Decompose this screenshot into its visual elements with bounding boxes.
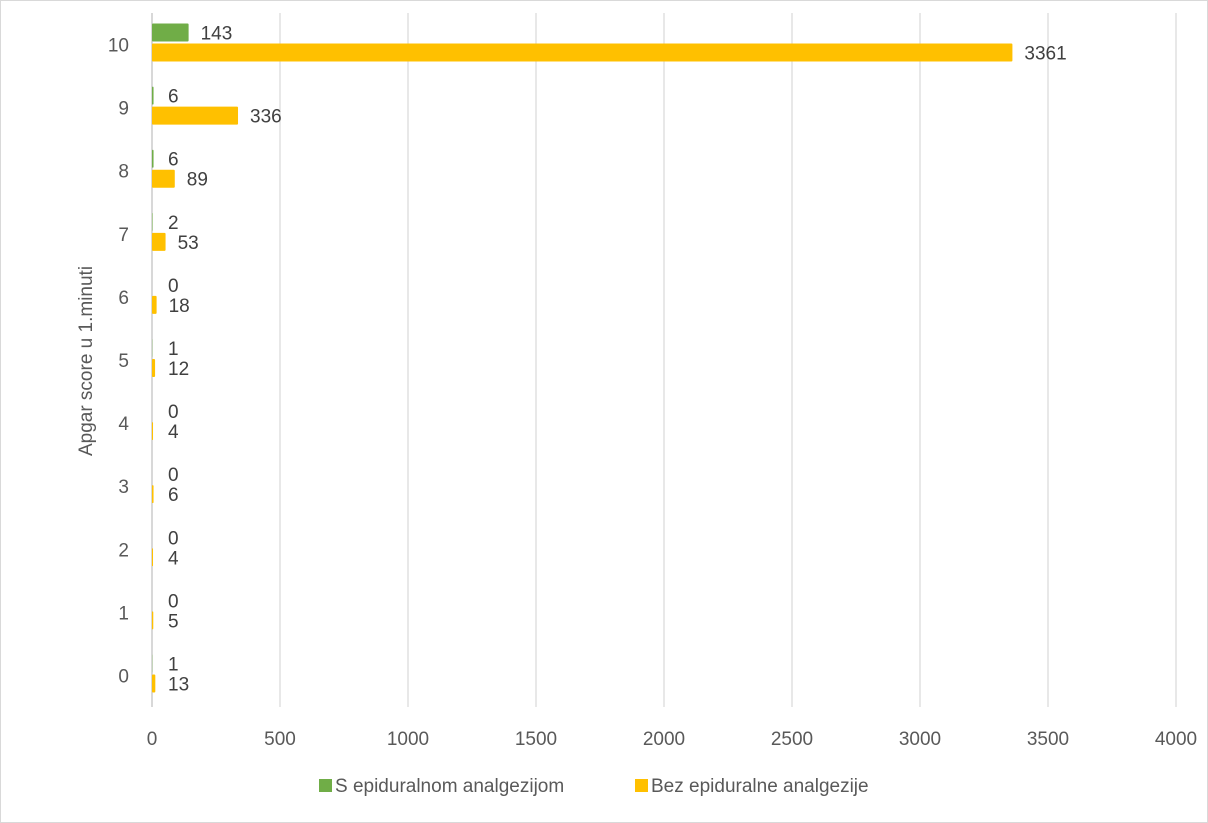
bar <box>152 43 1013 62</box>
x-tick-label: 1000 <box>387 729 429 750</box>
y-tick-label: 7 <box>118 225 129 246</box>
x-tick-label: 2000 <box>643 729 685 750</box>
x-tick-label: 0 <box>147 729 158 750</box>
bar <box>152 548 154 567</box>
bar <box>152 23 189 42</box>
data-label: 4 <box>168 422 179 443</box>
legend-label: S epiduralnom analgezijom <box>335 776 564 797</box>
bar <box>152 295 157 314</box>
data-label: 143 <box>201 24 233 45</box>
bar <box>152 106 239 125</box>
x-axis-ticks: 0 500 1000 1500 2000 2500 3000 3500 4000 <box>147 729 1197 750</box>
bar <box>152 232 166 251</box>
data-label: 0 <box>168 276 179 297</box>
legend-label: Bez epiduralne analgezije <box>651 776 869 797</box>
bar <box>152 86 154 105</box>
data-label: 6 <box>168 87 179 108</box>
bar <box>152 212 153 231</box>
y-axis-ticks: 0 1 2 3 4 5 6 7 8 9 10 <box>108 36 130 688</box>
data-label: 6 <box>168 485 179 506</box>
y-tick-label: 10 <box>108 36 129 57</box>
y-tick-label: 9 <box>118 99 129 120</box>
y-tick-label: 1 <box>118 603 129 624</box>
data-label: 13 <box>168 674 189 695</box>
bars <box>152 23 1013 693</box>
y-tick-label: 0 <box>118 666 129 687</box>
bar <box>152 611 154 630</box>
y-tick-label: 3 <box>118 477 129 498</box>
data-label: 5 <box>168 611 179 632</box>
data-label: 0 <box>168 465 179 486</box>
gridlines <box>151 13 1177 707</box>
y-tick-label: 5 <box>118 351 129 372</box>
data-label: 4 <box>168 548 179 569</box>
data-label: 0 <box>168 402 179 423</box>
data-label: 1 <box>168 654 179 675</box>
data-label: 12 <box>168 359 189 380</box>
x-tick-label: 3500 <box>1027 729 1069 750</box>
bar <box>152 149 154 168</box>
data-label: 336 <box>250 107 282 128</box>
data-label: 2 <box>168 213 179 234</box>
legend-swatch <box>319 779 332 792</box>
y-tick-label: 6 <box>118 288 129 309</box>
data-label: 0 <box>168 528 179 549</box>
legend-swatch <box>635 779 648 792</box>
data-label: 18 <box>169 296 190 317</box>
y-tick-label: 8 <box>118 162 129 183</box>
data-label: 6 <box>168 150 179 171</box>
bar <box>152 485 154 504</box>
y-axis-title: Apgar score u 1.minuti <box>76 266 97 456</box>
bar <box>152 674 156 693</box>
x-tick-label: 4000 <box>1155 729 1197 750</box>
data-label: 0 <box>168 591 179 612</box>
data-label: 3361 <box>1024 44 1066 65</box>
data-label: 53 <box>178 233 199 254</box>
bar <box>152 169 175 188</box>
x-tick-label: 2500 <box>771 729 813 750</box>
y-tick-label: 4 <box>118 414 129 435</box>
bar <box>152 359 156 377</box>
bar <box>152 422 154 441</box>
x-tick-label: 500 <box>264 729 296 750</box>
data-label: 1 <box>168 339 179 360</box>
y-tick-label: 2 <box>118 540 129 561</box>
x-tick-label: 3000 <box>899 729 941 750</box>
legend: S epiduralnom analgezijom Bez epiduralne … <box>319 776 869 797</box>
x-tick-label: 1500 <box>515 729 557 750</box>
data-label: 89 <box>187 170 208 191</box>
